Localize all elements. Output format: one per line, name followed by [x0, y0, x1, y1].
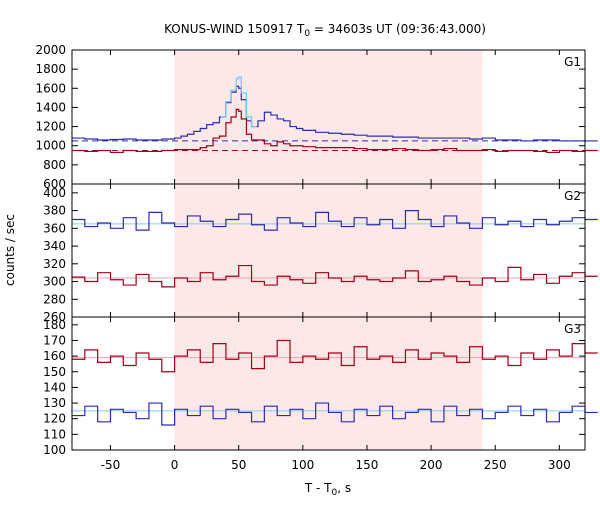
y-tick-label: 320	[43, 257, 66, 271]
y-tick-label: 120	[43, 412, 66, 426]
y-tick-label: 2000	[35, 43, 66, 57]
series-line	[220, 76, 257, 128]
x-tick-label: -50	[101, 458, 121, 472]
y-tick-label: 280	[43, 292, 66, 306]
panel-g1: 600 800 1000 1200 1400 1600 1800 2000 G1	[35, 43, 598, 191]
y-tick-label: 180	[43, 318, 66, 332]
y-tick-label: 160	[43, 349, 66, 363]
x-axis-label: T - T0, s	[304, 481, 351, 498]
y-tick-label: 260	[43, 310, 66, 324]
shaded-interval	[174, 50, 483, 450]
y-tick-label: 170	[43, 333, 66, 347]
x-tick-label: 300	[548, 458, 571, 472]
x-tick-label: 50	[231, 458, 246, 472]
panel-label: G1	[564, 55, 581, 69]
y-tick-label: 600	[43, 177, 66, 191]
y-tick-label: 340	[43, 239, 66, 253]
series-line	[72, 402, 598, 426]
y-tick-label: 100	[43, 443, 66, 457]
series-line	[72, 210, 598, 231]
y-tick-label: 140	[43, 380, 66, 394]
y-tick-label: 130	[43, 396, 66, 410]
y-tick-label: 380	[43, 204, 66, 218]
series-line	[72, 108, 598, 154]
series-line	[72, 339, 598, 373]
panel-frame	[71, 316, 586, 451]
chart-title: KONUS-WIND 150917 T0 = 34603s UT (09:36:…	[164, 22, 486, 39]
y-tick-label: 1400	[35, 100, 66, 114]
y-tick-label: 150	[43, 365, 66, 379]
panel-label: G3	[564, 322, 581, 336]
x-tick-label: 250	[484, 458, 507, 472]
y-tick-label: 360	[43, 221, 66, 235]
y-tick-label: 800	[43, 158, 66, 172]
y-tick-label: 1000	[35, 139, 66, 153]
series-line	[72, 85, 598, 142]
x-tick-label: 100	[291, 458, 314, 472]
panel-g2: 260 280 300 320 340 360 380 400 G2	[43, 183, 598, 324]
y-tick-label: 1600	[35, 81, 66, 95]
y-axis-label: counts / sec	[3, 214, 17, 286]
y-tick-label: 110	[43, 427, 66, 441]
x-tick-label: 200	[420, 458, 443, 472]
x-tick-label: 0	[171, 458, 179, 472]
x-tick-label: 150	[356, 458, 379, 472]
panel-label: G2	[564, 189, 581, 203]
y-tick-label: 1200	[35, 120, 66, 134]
y-tick-label: 1800	[35, 62, 66, 76]
y-tick-label: 300	[43, 275, 66, 289]
y-tick-label: 400	[43, 186, 66, 200]
series-line	[72, 264, 598, 288]
